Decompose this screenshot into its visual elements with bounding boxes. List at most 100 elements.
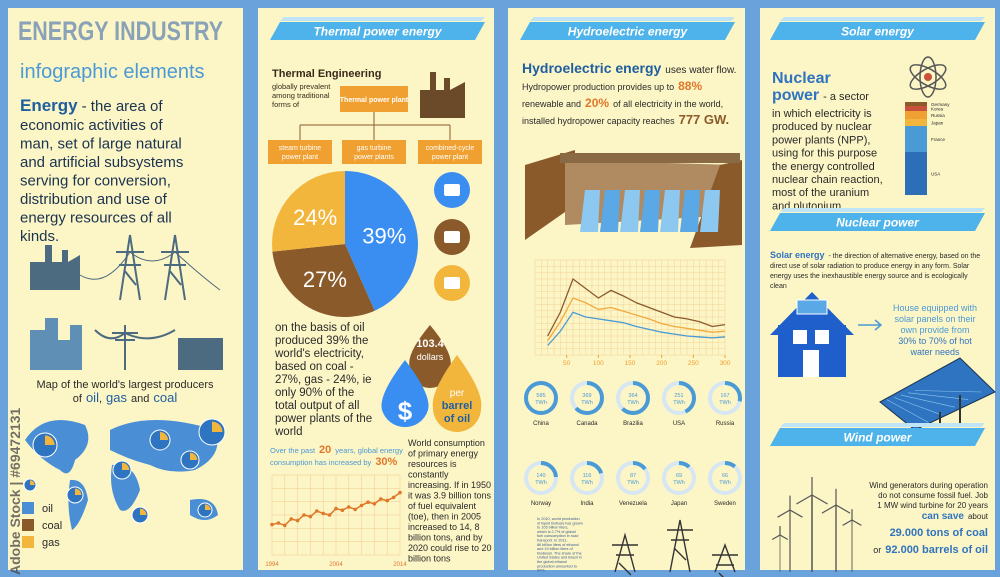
wire bbox=[79, 251, 221, 291]
text-span: , bbox=[99, 393, 102, 405]
growth-point bbox=[366, 500, 370, 505]
text: $ bbox=[398, 396, 413, 426]
segment-label: Korea bbox=[931, 107, 944, 112]
solar-grid bbox=[886, 399, 929, 423]
text-span: - the direction of alternative energy, b… bbox=[829, 253, 981, 260]
drop-yellow bbox=[432, 355, 482, 432]
growth-point bbox=[315, 509, 319, 513]
text: Nuclear bbox=[772, 70, 831, 87]
donut-label: Venezuela bbox=[619, 501, 648, 507]
substation-icon bbox=[178, 338, 223, 370]
turbine-blade bbox=[851, 519, 862, 526]
atom-icon bbox=[919, 56, 937, 98]
text: of fuel equivalent bbox=[408, 501, 477, 511]
legend-label: gas bbox=[42, 537, 60, 549]
solar-grid bbox=[893, 397, 942, 416]
x-tick-label: 2004 bbox=[329, 562, 343, 568]
text: Map of the world's largest producers bbox=[37, 379, 214, 391]
solar-stand bbox=[939, 395, 961, 425]
text: energy resources of all bbox=[20, 210, 172, 227]
text: which is 2.7% of global bbox=[537, 530, 576, 534]
watermark: Adobe Stock | #69472131 bbox=[7, 407, 23, 575]
text: man, set of large natural bbox=[20, 136, 182, 153]
stacked-segment bbox=[905, 106, 927, 111]
growth-point bbox=[308, 514, 313, 519]
text-line: power - a sector bbox=[772, 87, 869, 104]
donut-arc bbox=[570, 461, 604, 495]
growth-point bbox=[295, 518, 300, 523]
text-span: about bbox=[968, 512, 989, 521]
banner-stripe bbox=[280, 17, 485, 21]
x-tick-label: 100 bbox=[593, 360, 604, 367]
growth-point bbox=[372, 502, 377, 506]
text: production amounted to bbox=[537, 564, 577, 568]
donut-unit: TWh bbox=[627, 480, 639, 486]
donut-value: 87 bbox=[630, 473, 636, 479]
segment-label: Russia bbox=[931, 113, 945, 118]
solar-grid bbox=[914, 390, 982, 393]
text: on the basis of oil bbox=[275, 322, 365, 334]
text-line: renewable and 20% of all electricity in th… bbox=[522, 96, 723, 110]
text-span: power bbox=[772, 87, 819, 104]
text: and 19 billion liters of bbox=[537, 547, 574, 551]
arrow bbox=[858, 319, 883, 331]
banner bbox=[770, 22, 985, 40]
donut-value: 116 bbox=[583, 473, 592, 479]
text: globally prevalent bbox=[272, 82, 331, 91]
branch-box bbox=[418, 140, 482, 164]
text: energy uses the inexhaustible energy sou… bbox=[770, 273, 968, 280]
text-line: Hydropower production provides up to 88% bbox=[522, 79, 702, 93]
text: Wind generators during operation bbox=[869, 481, 988, 490]
donut-label: China bbox=[533, 421, 549, 427]
growth-point bbox=[385, 498, 390, 503]
donut-arc bbox=[570, 381, 604, 415]
pie-label: 39% bbox=[362, 224, 406, 249]
banner-title: Thermal power energy bbox=[313, 25, 442, 39]
text: distribution and use of bbox=[20, 191, 168, 208]
growth-point bbox=[321, 511, 326, 516]
text-span: Hydroelectric energy bbox=[522, 60, 661, 76]
segment-label: USA bbox=[931, 172, 940, 177]
donut-unit: TWh bbox=[719, 400, 731, 406]
atom-icon bbox=[909, 64, 947, 90]
segment-label: France bbox=[931, 137, 946, 142]
text: resources is bbox=[408, 459, 457, 469]
text-span: 88% bbox=[678, 79, 702, 93]
map-bubble-slice bbox=[212, 421, 223, 432]
banner-title: Wind power bbox=[844, 431, 913, 445]
growth-point bbox=[276, 521, 281, 525]
banner-stripe bbox=[530, 17, 735, 21]
text-span: Over the past bbox=[270, 446, 316, 455]
turbine-blade bbox=[821, 504, 837, 514]
spillway bbox=[680, 190, 700, 232]
donut-label: Russia bbox=[716, 421, 735, 427]
text: the energy controlled bbox=[772, 161, 875, 173]
text: barrel bbox=[442, 400, 473, 412]
pie-slice bbox=[272, 244, 375, 317]
donut-value: 585 bbox=[536, 393, 545, 399]
text: increasing. If in 1950 bbox=[408, 480, 491, 490]
text-span: consumption has increased by bbox=[270, 458, 372, 467]
text: of oil bbox=[444, 413, 470, 425]
turbine-blade bbox=[789, 509, 803, 518]
text-span: 30% bbox=[375, 456, 397, 468]
map-bubble-slice bbox=[45, 435, 55, 445]
donut-arc bbox=[708, 381, 742, 415]
donut-arc bbox=[524, 381, 558, 415]
text-span: and bbox=[131, 393, 149, 405]
series-line bbox=[547, 311, 726, 346]
text: produced by nuclear bbox=[772, 121, 872, 133]
stacked-segment bbox=[905, 102, 927, 106]
segment-label: Germany bbox=[931, 102, 950, 107]
text-line: Solar energy - the direction of alternati… bbox=[770, 250, 980, 260]
text: direct use of solar radiation to produce… bbox=[770, 263, 970, 270]
text-line: or 92.000 barrels of oil bbox=[873, 544, 988, 556]
growth-point bbox=[334, 506, 338, 511]
text-span: 20 bbox=[319, 444, 331, 456]
house-window bbox=[815, 330, 829, 344]
banner bbox=[770, 213, 985, 231]
title: ENERGY INDUSTRY bbox=[18, 16, 223, 46]
text-line: of oil, gas and coal bbox=[73, 390, 178, 405]
donut-value: 69 bbox=[676, 473, 682, 479]
